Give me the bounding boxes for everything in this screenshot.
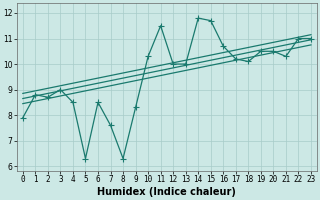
X-axis label: Humidex (Indice chaleur): Humidex (Indice chaleur) — [98, 187, 236, 197]
